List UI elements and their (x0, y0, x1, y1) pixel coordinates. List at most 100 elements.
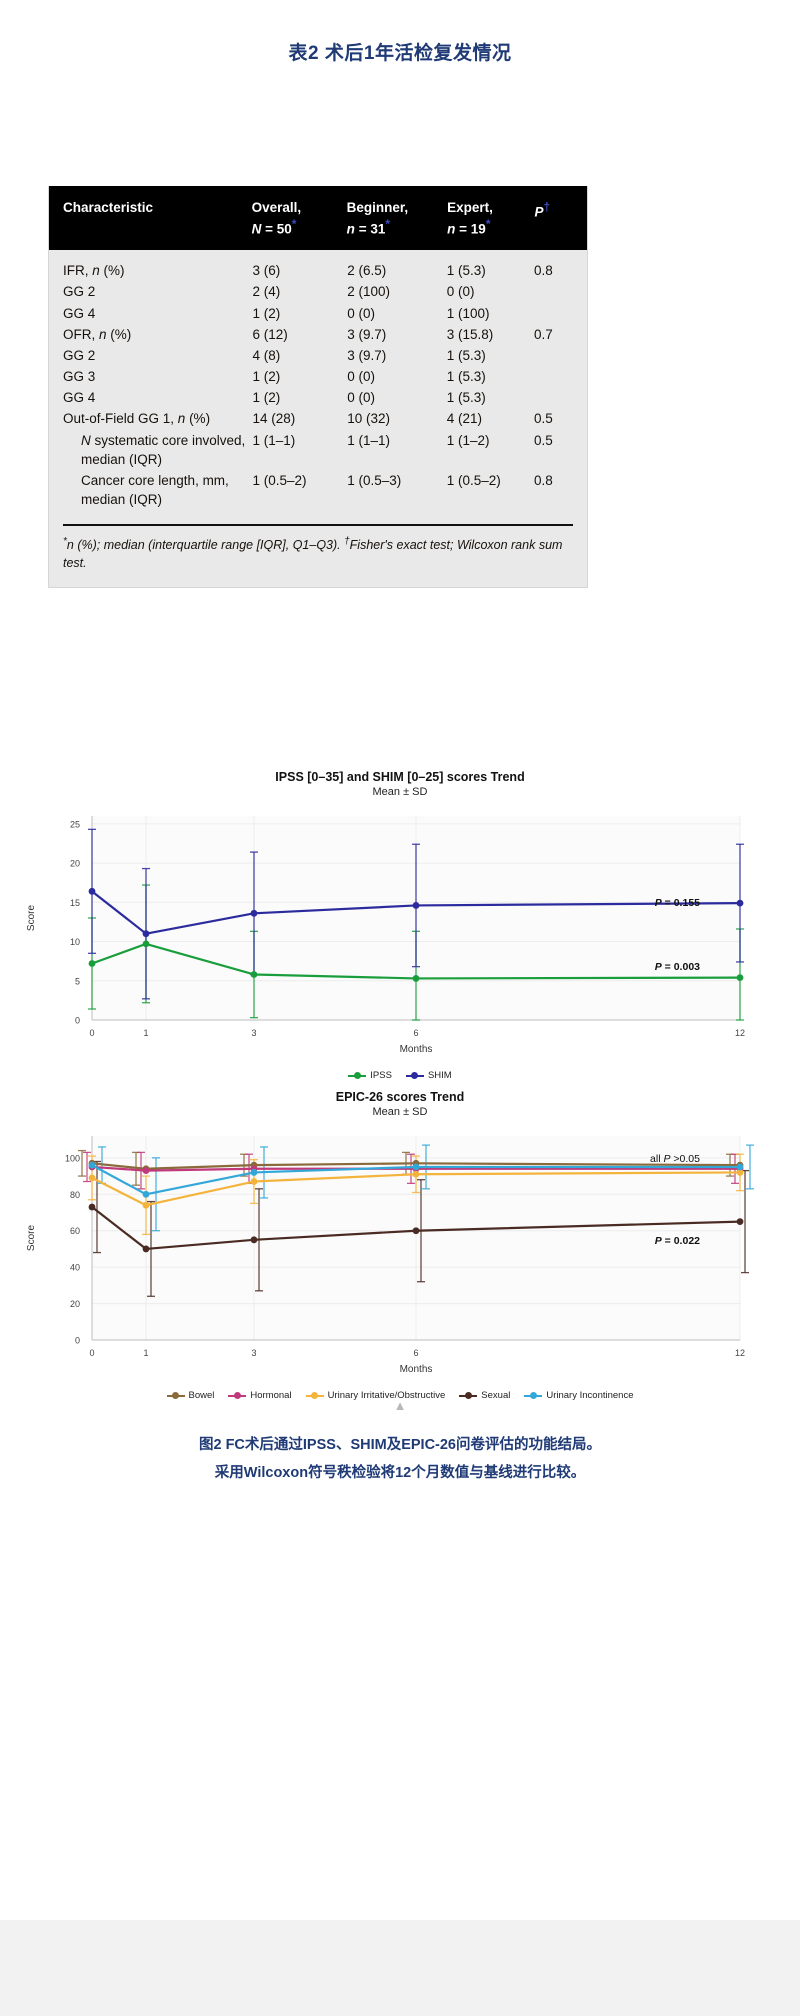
legend-marker-icon (348, 1072, 367, 1080)
col-p-label: P (534, 204, 544, 220)
bottom-strip (0, 1920, 800, 2016)
row-label: N systematic core involved, median (IQR) (81, 432, 246, 467)
cell-beginner: 1 (0.5–3) (347, 472, 402, 488)
y-axis-label: Score (26, 1225, 37, 1252)
table-body: IFR, n (%) 3 (6) 2 (6.5) 1 (5.3) 0.8 GG 2 2 (4… (49, 250, 587, 523)
table-row: GG 2 2 (4) 2 (100) 0 (0) (63, 281, 573, 302)
row-label: OFR, n (%) (63, 326, 132, 342)
cell-p (534, 303, 573, 324)
row-label: GG 4 (63, 390, 96, 406)
cell-expert: 1 (5.3) (446, 390, 486, 406)
x-axis-label: Months (400, 1044, 433, 1055)
figure-caption-line1: 图2 FC术后通过IPSS、SHIM及EPIC-26问卷评估的功能结局。 (198, 1437, 601, 1453)
x-tick-label: 1 (143, 1348, 148, 1358)
cell-beginner: 2 (6.5) (347, 263, 387, 279)
data-point (412, 1163, 420, 1171)
data-point (88, 1203, 96, 1211)
y-tick-label: 20 (70, 859, 80, 869)
collapse-arrow-icon[interactable]: ▲ (393, 1398, 407, 1413)
x-tick-label: 12 (735, 1348, 745, 1358)
data-point (88, 960, 96, 967)
legend-item[interactable]: Urinary Incontinence (524, 1390, 634, 1401)
p-value-annotation: P = 0.022 (655, 1235, 700, 1247)
legend-label: Sexual (481, 1390, 511, 1401)
cell-beginner: 0 (0) (347, 305, 375, 321)
col-expert-label: Expert, (447, 200, 493, 215)
col-overall-star: * (291, 216, 297, 231)
data-point (88, 1161, 96, 1169)
table-footnote: *n (%); median (interquartile range [IQR… (49, 526, 587, 588)
col-overall: Overall, N = 50* (252, 200, 347, 238)
data-point (250, 1236, 258, 1244)
table-row: IFR, n (%) 3 (6) 2 (6.5) 1 (5.3) 0.8 (63, 260, 573, 281)
cell-overall: 1 (0.5–2) (252, 472, 307, 488)
cell-overall: 1 (2) (252, 369, 281, 385)
cell-expert: 1 (5.3) (446, 347, 486, 363)
cell-expert: 1 (1–2) (446, 432, 490, 448)
cell-beginner: 2 (100) (347, 284, 390, 300)
cell-expert: 4 (21) (446, 411, 482, 427)
legend-label: Hormonal (250, 1390, 292, 1401)
col-expert-value: = 19 (459, 221, 486, 237)
col-characteristic: Characteristic (63, 200, 252, 238)
col-expert: Expert, n = 19* (447, 200, 534, 238)
chart1-title: IPSS [0–35] and SHIM [0–25] scores Trend (275, 770, 525, 784)
legend-item[interactable]: Urinary Irritative/Obstructive (305, 1390, 445, 1401)
legend-item[interactable]: IPSS (348, 1070, 392, 1081)
x-tick-label: 3 (251, 1348, 256, 1358)
x-tick-label: 12 (735, 1028, 745, 1038)
y-tick-label: 0 (75, 1336, 80, 1346)
results-table: Characteristic Overall, N = 50* Beginner… (48, 186, 588, 588)
figure-panel: IPSS [0–35] and SHIM [0–25] scores Trend… (0, 770, 800, 1401)
cell-beginner: 3 (9.7) (347, 347, 387, 363)
col-beginner-value: = 31 (358, 221, 386, 237)
table-header: Characteristic Overall, N = 50* Beginner… (49, 186, 587, 251)
chart2-svg: 0 20 40 60 80 100 0 1 3 6 12 Score Months all P >0.05… (26, 1136, 754, 1375)
legend-label: SHIM (427, 1070, 452, 1081)
table-row: Cancer core length, mm, median (IQR) 1 (0… (63, 470, 573, 510)
col-characteristic-label: Characteristic (63, 200, 154, 215)
col-beginner-label: Beginner, (346, 200, 409, 215)
y-tick-label: 60 (70, 1226, 80, 1236)
row-label: GG 2 (63, 347, 96, 363)
footnote-dagger: † (344, 536, 350, 548)
cell-p (534, 366, 573, 387)
page-title: 表2 术后1年活检复发情况 (288, 43, 512, 64)
legend-item[interactable]: SHIM (405, 1070, 452, 1081)
col-overall-value: = 50 (265, 221, 292, 237)
data-point (250, 1169, 258, 1176)
legend-marker-icon (459, 1392, 478, 1400)
cell-overall: 2 (4) (252, 284, 281, 300)
cell-overall: 1 (2) (252, 390, 281, 406)
col-p: P† (534, 200, 573, 238)
cell-overall: 1 (1–1) (252, 432, 296, 448)
x-tick-label: 0 (89, 1348, 94, 1358)
data-point (412, 1170, 420, 1178)
legend-item[interactable]: Hormonal (228, 1390, 292, 1401)
row-label: GG 2 (63, 284, 96, 300)
cell-overall: 4 (8) (252, 347, 281, 363)
cell-expert: 1 (100) (446, 305, 490, 321)
row-label: GG 3 (63, 369, 96, 385)
legend-marker-icon (405, 1072, 424, 1080)
y-tick-label: 40 (70, 1263, 80, 1273)
table-row: Out-of-Field GG 1, n (%) 14 (28) 10 (32) 4 … (63, 408, 573, 429)
data-point (142, 1167, 150, 1175)
chart-ipss-shim: IPSS [0–35] and SHIM [0–25] scores Trend… (0, 770, 800, 1081)
cell-beginner: 3 (9.7) (347, 326, 387, 342)
data-point (142, 940, 150, 948)
data-point (736, 974, 744, 982)
cell-beginner: 10 (32) (347, 411, 390, 427)
col-overall-n: N (251, 221, 262, 237)
chart2-plot: 0 20 40 60 80 100 0 1 3 6 12 Score Months all P >0.05… (0, 1118, 800, 1388)
chart1-svg: 0 5 10 15 20 25 0 1 3 6 12 Score Months P = 0.155 P = … (26, 816, 745, 1055)
legend-label: Urinary Incontinence (546, 1390, 634, 1401)
legend-item[interactable]: Bowel (166, 1390, 214, 1401)
legend-item[interactable]: Sexual (459, 1390, 510, 1401)
y-tick-label: 15 (70, 898, 80, 908)
figure-caption: 图2 FC术后通过IPSS、SHIM及EPIC-26问卷评估的功能结局。 采用W… (0, 1432, 800, 1487)
x-tick-label: 0 (89, 1028, 94, 1038)
data-point (736, 899, 744, 907)
y-tick-label: 0 (75, 1016, 80, 1026)
data-point (250, 971, 258, 978)
